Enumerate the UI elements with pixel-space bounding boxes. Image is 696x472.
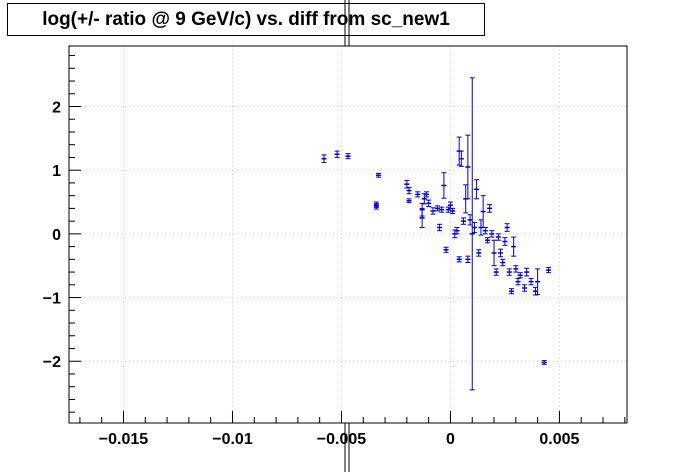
- data-point: [465, 255, 471, 264]
- data-point: [502, 237, 508, 246]
- data-point: [465, 134, 471, 200]
- data-point: [482, 226, 488, 235]
- data-point: [506, 268, 512, 276]
- data-point: [376, 172, 382, 178]
- data-point: [443, 246, 449, 253]
- data-point: [461, 217, 467, 225]
- data-point: [334, 150, 340, 158]
- data-point: [437, 223, 443, 232]
- data-point: [535, 268, 541, 295]
- data-point: [474, 179, 480, 200]
- data-point: [528, 277, 534, 286]
- data-point: [345, 153, 351, 160]
- data-points: [321, 77, 552, 391]
- data-point: [439, 206, 445, 213]
- y-tick-label: 2: [52, 99, 61, 116]
- data-point: [500, 258, 506, 267]
- data-point: [485, 237, 490, 244]
- data-point: [515, 277, 521, 286]
- x-tick-label: −0.005: [317, 431, 366, 448]
- axes: −0.015 −0.01 −0.005 0 0.005 −2 −1 0 1 2: [43, 55, 626, 448]
- data-point: [532, 286, 538, 296]
- data-point: [426, 199, 432, 207]
- data-point: [522, 284, 528, 292]
- data-point: [504, 223, 510, 232]
- data-point: [406, 198, 412, 204]
- data-point: [423, 191, 429, 198]
- y-tick-label: −1: [43, 291, 61, 308]
- data-point: [476, 249, 482, 257]
- data-point: [419, 202, 425, 217]
- data-point: [404, 179, 410, 189]
- data-point: [524, 267, 530, 277]
- data-point: [321, 154, 327, 164]
- data-point: [546, 267, 552, 274]
- data-point: [487, 204, 493, 213]
- data-point: [441, 172, 447, 199]
- data-point: [467, 214, 473, 226]
- chart-title: log(+/- ratio @ 9 GeV/c) vs. diff from s…: [42, 8, 450, 30]
- data-point: [456, 256, 462, 263]
- data-point: [517, 272, 523, 279]
- data-point: [450, 207, 456, 214]
- data-point: [471, 221, 477, 234]
- grid-lines: [69, 46, 627, 423]
- data-point: [493, 268, 499, 276]
- data-point: [469, 77, 475, 391]
- data-point: [541, 360, 547, 365]
- data-point: [454, 226, 460, 235]
- chart-title-box: log(+/- ratio @ 9 GeV/c) vs. diff from s…: [7, 3, 485, 36]
- data-point: [415, 191, 421, 198]
- data-point: [513, 265, 519, 273]
- data-point: [511, 236, 517, 257]
- data-point: [508, 288, 514, 295]
- y-tick-label: 0: [52, 227, 61, 244]
- data-point: [489, 230, 495, 238]
- x-tick-label: 0.005: [539, 431, 579, 448]
- x-tick-label: −0.01: [212, 431, 253, 448]
- data-point: [458, 150, 464, 167]
- plot-frame: [68, 45, 628, 424]
- y-tick-label: 1: [52, 163, 61, 180]
- data-point: [498, 248, 504, 258]
- data-point: [434, 205, 440, 212]
- data-point: [406, 186, 412, 195]
- data-point: [491, 239, 497, 267]
- x-tick-label: −0.015: [99, 431, 148, 448]
- data-point: [373, 204, 379, 210]
- data-point: [495, 233, 501, 241]
- y-tick-label: −2: [43, 354, 61, 371]
- data-point: [430, 207, 436, 215]
- x-tick-label: 0: [446, 431, 455, 448]
